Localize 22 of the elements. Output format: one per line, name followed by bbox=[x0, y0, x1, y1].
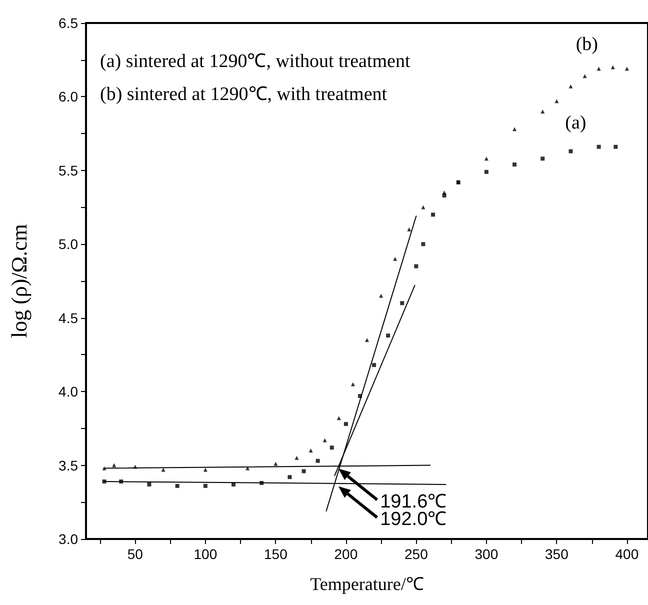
x-tick-label: 150 bbox=[264, 546, 288, 562]
x-tick-label: 50 bbox=[127, 546, 144, 562]
series-label: (b) bbox=[576, 34, 598, 56]
y-tick-label: 4.0 bbox=[58, 384, 78, 400]
y-tick-label: 3.5 bbox=[58, 457, 78, 474]
x-tick-label: 400 bbox=[615, 546, 639, 562]
annotation: (b) sintered at 1290℃, with treatment bbox=[100, 84, 388, 105]
y-axis-title: log (ρ)/Ω.cm bbox=[6, 224, 32, 338]
y-tick-label: 6.5 bbox=[58, 15, 78, 31]
y-tick-label: 6.0 bbox=[58, 88, 78, 105]
y-tick-label: 4.5 bbox=[58, 310, 78, 326]
series-label: (a) bbox=[565, 112, 586, 134]
y-tick-label: 5.0 bbox=[58, 236, 78, 252]
annotation: (a) sintered at 1290℃, without treatment bbox=[100, 51, 411, 72]
x-tick-label: 350 bbox=[544, 546, 569, 562]
x-tick-label: 200 bbox=[334, 546, 358, 562]
x-tick-label: 250 bbox=[404, 546, 428, 562]
x-tick-label: 100 bbox=[194, 546, 218, 562]
x-axis-title: Temperature/℃ bbox=[310, 574, 424, 594]
y-tick-label: 5.5 bbox=[58, 162, 78, 178]
y-tick-label: 3.0 bbox=[58, 531, 78, 547]
x-tick-label: 300 bbox=[474, 546, 498, 562]
